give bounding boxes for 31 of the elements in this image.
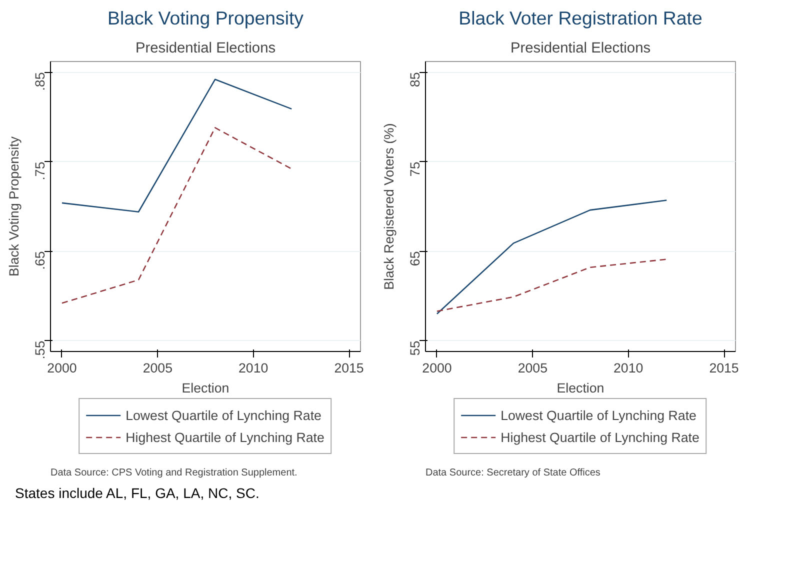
legend-label: Highest Quartile of Lynching Rate bbox=[126, 430, 324, 444]
text: States include AL, FL, GA, LA, NC, SC. bbox=[15, 484, 260, 503]
y-axis-title: Black Registered Voters (%) bbox=[382, 123, 396, 290]
x-tick-label: 2000 bbox=[47, 360, 77, 376]
chart-subtitle: Presidential Elections bbox=[510, 40, 651, 56]
y-tick-label: 85 bbox=[408, 72, 422, 88]
legend-label: Lowest Quartile of Lynching Rate bbox=[500, 408, 696, 422]
x-axis-title: Election bbox=[182, 380, 230, 396]
x-tick-label: 2010 bbox=[238, 360, 268, 376]
x-tick-label: 2015 bbox=[709, 360, 739, 376]
y-tick-label: .65 bbox=[32, 251, 48, 270]
x-tick-label: 2010 bbox=[614, 360, 644, 376]
y-tick-label: .75 bbox=[32, 162, 48, 180]
chart-title: Black Voting Propensity bbox=[108, 8, 304, 28]
x-axis-title: Election bbox=[556, 380, 604, 396]
x-tick-label: 2000 bbox=[422, 360, 452, 376]
y-axis-title: Black Voting Propensity bbox=[6, 136, 22, 277]
chart-subtitle: Presidential Elections bbox=[135, 40, 276, 56]
source-note: Data Source: Secretary of State Offices bbox=[426, 468, 600, 478]
chart-title: Black Voter Registration Rate bbox=[458, 8, 702, 28]
y-tick-label: .55 bbox=[32, 340, 48, 360]
y-tick-label: 65 bbox=[408, 251, 422, 266]
y-tick-label: 75 bbox=[408, 162, 422, 177]
x-tick-label: 2005 bbox=[142, 360, 172, 376]
x-tick-label: 2015 bbox=[334, 360, 364, 376]
legend-label: Highest Quartile of Lynching Rate bbox=[500, 430, 700, 444]
y-tick-label: 55 bbox=[408, 340, 422, 356]
y-tick-label: .85 bbox=[32, 72, 48, 91]
source-note: Data Source: CPS Voting and Registration Supplement. bbox=[50, 468, 298, 478]
legend-label: Lowest Quartile of Lynching Rate bbox=[126, 408, 322, 422]
x-tick-label: 2005 bbox=[518, 360, 548, 376]
